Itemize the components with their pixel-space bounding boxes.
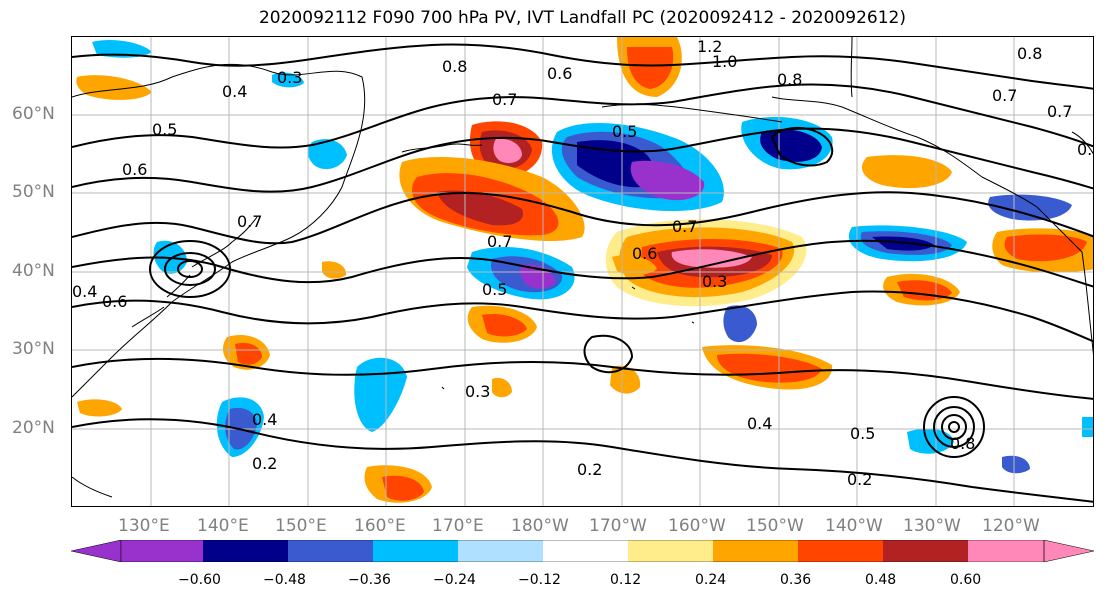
pv-anomaly-patches [76, 37, 1093, 503]
contour-label: 0.7 [492, 90, 517, 109]
colorbar-tick: 0.12 [610, 572, 642, 588]
lon-label: 130°E [118, 516, 170, 536]
colorbar-bin [121, 540, 203, 562]
contour-label: 0.3 [465, 382, 490, 401]
colorbar-tick: −0.36 [348, 572, 391, 588]
contour-label: 0.7 [487, 232, 512, 251]
colorbar-min-extend [70, 539, 122, 563]
colorbar-bin [543, 540, 628, 562]
contour-label: 0.5 [850, 424, 875, 443]
colorbar-tick: 0.36 [780, 572, 812, 588]
contour-label: 0.7 [672, 217, 697, 236]
lat-label: 60°N [12, 104, 55, 124]
map-title: 2020092112 F090 700 hPa PV, IVT Landfall… [258, 8, 906, 28]
lon-label: 170°W [589, 516, 647, 536]
lon-label: 140°E [197, 516, 249, 536]
contour-label: 0.8 [442, 57, 467, 76]
lat-label: 40°N [12, 261, 55, 281]
lat-label: 50°N [12, 182, 55, 202]
colorbar-bin [373, 540, 458, 562]
contour-label: 0.6 [102, 292, 127, 311]
contour-label: 0.8 [950, 434, 975, 453]
contour-label: 0.7 [237, 212, 262, 231]
contour-label: 1.0 [712, 52, 737, 71]
contour-label: 0.2 [252, 454, 277, 473]
colorbar-tick: −0.60 [178, 572, 221, 588]
lon-label: 160°W [668, 516, 726, 536]
pv-contours [72, 43, 1093, 503]
contour-label: 0.8 [777, 70, 802, 89]
colorbar-tick: 0.48 [865, 572, 897, 588]
colorbar-svg [70, 539, 1095, 563]
contour-label: 0.8 [1017, 44, 1042, 63]
contour-label: 0.4 [222, 82, 247, 101]
lat-label: 20°N [12, 418, 55, 438]
contour-label: 0.6 [122, 160, 147, 179]
colorbar-tick: −0.24 [433, 572, 476, 588]
contour-label: 0.5 [612, 122, 637, 141]
contour-label: 0.3 [277, 68, 302, 87]
lat-label: 30°N [12, 339, 55, 359]
contour-label: 0.5 [482, 280, 507, 299]
colorbar-bin [713, 540, 798, 562]
colorbar-bin [203, 540, 288, 562]
lon-label: 120°W [982, 516, 1040, 536]
lon-label: 170°E [432, 516, 484, 536]
lon-label: 150°E [275, 516, 327, 536]
contour-label: 0.7 [992, 86, 1017, 105]
contour-label: 0.4 [747, 414, 772, 433]
lon-label: 130°W [903, 516, 961, 536]
lon-label: 140°W [825, 516, 883, 536]
colorbar-bin [458, 540, 543, 562]
map-canvas: 0.3 0.4 0.5 0.6 0.7 0.8 0.6 0.5 0.7 1.2 … [72, 37, 1094, 506]
contour-label: 0.3 [702, 272, 727, 291]
colorbar-tick: 0.24 [695, 572, 727, 588]
contour-label: 0.4 [72, 282, 97, 301]
colorbar-bin [288, 540, 373, 562]
contour-label: 0.5 [152, 120, 177, 139]
lon-label: 160°E [354, 516, 406, 536]
colorbar-bin [798, 540, 883, 562]
map-panel: 0.3 0.4 0.5 0.6 0.7 0.8 0.6 0.5 0.7 1.2 … [71, 36, 1094, 507]
contour-labels: 0.3 0.4 0.5 0.6 0.7 0.8 0.6 0.5 0.7 1.2 … [72, 37, 1094, 489]
colorbar-tick: −0.48 [263, 572, 306, 588]
colorbar-tick: 0.60 [950, 572, 982, 588]
colorbar-bin [968, 540, 1044, 562]
contour-label: 0.2 [847, 470, 872, 489]
colorbar [70, 539, 1095, 563]
contour-label: 0.4 [252, 410, 277, 429]
contour-label: 0.6 [547, 64, 572, 83]
colorbar-tick: −0.12 [518, 572, 561, 588]
colorbar-max-extend [1043, 539, 1095, 563]
colorbar-bin [883, 540, 968, 562]
colorbar-bin [628, 540, 713, 562]
contour-label: 1.2 [697, 37, 722, 56]
contour-label: 0.2 [577, 460, 602, 479]
lon-label: 180°W [511, 516, 569, 536]
contour-label: 0.6 [632, 244, 657, 263]
contour-label: 0.7 [1047, 102, 1072, 121]
contour-label: 0.6 [1077, 140, 1094, 159]
lon-label: 150°W [746, 516, 804, 536]
